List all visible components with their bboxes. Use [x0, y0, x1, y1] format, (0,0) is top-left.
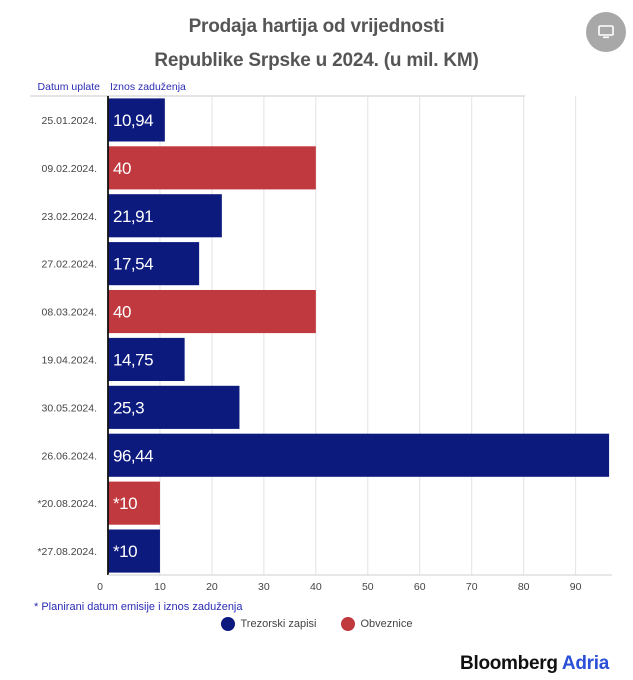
x-tick-label: 70	[466, 581, 478, 593]
monitor-icon	[598, 25, 614, 39]
category-label: 19.04.2024.	[42, 354, 97, 366]
category-label: *27.08.2024.	[37, 546, 97, 558]
bar-value-label: 14,75	[113, 350, 153, 369]
bar-value-label: 25,3	[113, 398, 144, 417]
category-label: *20.08.2024.	[37, 498, 97, 510]
legend-swatch-trezor	[220, 617, 235, 631]
x-tick-label: 30	[258, 581, 270, 593]
category-label: 23.02.2024.	[42, 211, 97, 223]
bar	[108, 337, 185, 382]
chart-title-line1: Prodaja hartija od vrijednosti	[188, 16, 445, 37]
brand-logo: Bloomberg Adria	[460, 653, 609, 675]
footnote: * Planirani datum emisije i iznos zaduže…	[34, 601, 243, 613]
bar	[108, 529, 160, 573]
x-tick-label: 0	[97, 581, 103, 593]
bar-value-label: *10	[113, 542, 137, 561]
bar	[108, 242, 200, 286]
legend-swatch-obveznice	[340, 617, 355, 631]
header-category: Datum uplate	[38, 81, 101, 93]
category-label: 26.06.2024.	[42, 450, 97, 462]
bar	[108, 98, 165, 142]
category-label: 27.02.2024.	[42, 259, 97, 271]
category-label: 25.01.2024.	[42, 115, 97, 127]
bar	[108, 289, 316, 334]
header-value: Iznos zaduženja	[110, 81, 186, 93]
chart-title-line2: Republike Srpske u 2024. (u mil. KM)	[154, 50, 479, 71]
bar	[108, 194, 222, 238]
legend-label-trezor: Trezorski zapisi	[240, 618, 317, 630]
x-tick-label: 40	[310, 581, 322, 593]
bar-value-label: 10,94	[113, 111, 153, 130]
legend: Trezorski zapisi Obveznice	[0, 617, 633, 631]
brand-name: Bloomberg	[460, 653, 558, 674]
category-label: 09.02.2024.	[42, 163, 97, 175]
bar-value-label: 40	[113, 303, 131, 322]
legend-item-trezor: Trezorski zapisi	[220, 617, 317, 631]
bar-value-label: 21,91	[113, 207, 153, 226]
bar-value-label: 40	[113, 159, 131, 178]
x-tick-label: 60	[414, 581, 426, 593]
bar-value-label: 17,54	[113, 255, 153, 274]
category-label: 08.03.2024.	[42, 307, 97, 319]
bar-value-label: *10	[113, 494, 137, 513]
x-tick-label: 10	[154, 581, 166, 593]
legend-item-obveznice: Obveznice	[340, 617, 413, 631]
x-tick-label: 20	[206, 581, 218, 593]
x-tick-label: 80	[518, 581, 530, 593]
x-tick-label: 50	[362, 581, 374, 593]
bar	[108, 433, 610, 477]
legend-label-obveznice: Obveznice	[360, 618, 413, 630]
menu-button[interactable]	[586, 12, 626, 52]
bar	[108, 385, 240, 429]
bar-chart: Datum uplate Iznos zaduženja 10,94 25.01.20…	[30, 81, 612, 593]
x-tick-label: 90	[570, 581, 582, 593]
bar	[108, 481, 160, 525]
category-label: 30.05.2024.	[42, 402, 97, 414]
brand-accent: Adria	[561, 653, 609, 674]
bar-value-label: 96,44	[113, 446, 153, 465]
bar	[108, 146, 316, 190]
